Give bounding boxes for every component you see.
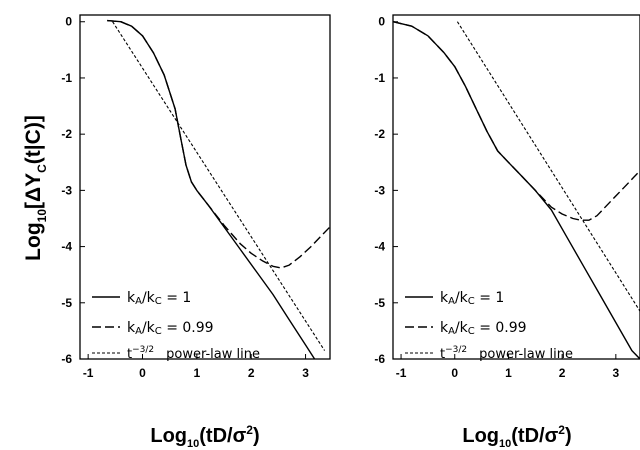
left-y-tick-label: -4 bbox=[61, 240, 72, 254]
right-legend: kA/kC = 1 kA/kC = 0.99 t−3/2 power-law li… bbox=[405, 290, 573, 362]
right-y-tick-label: 0 bbox=[378, 15, 385, 29]
right-x-tick-label: 2 bbox=[559, 366, 566, 380]
left-x-axis-label: Log10(tD/σ2) bbox=[150, 423, 259, 450]
left-y-tick-label: 0 bbox=[65, 15, 72, 29]
left-series-lines bbox=[107, 19, 330, 359]
right-axis-ticks: -1 0 1 2 3 0 -1 -2 -3 -4 -5 -6 bbox=[374, 15, 619, 380]
left-x-tick-label: 3 bbox=[302, 366, 309, 380]
left-y-tick-label: -6 bbox=[61, 352, 72, 366]
right-legend-label-k099: kA/kC = 0.99 bbox=[440, 320, 527, 337]
left-x-tick-label: 0 bbox=[139, 366, 146, 380]
right-legend-label-k1: kA/kC = 1 bbox=[440, 290, 504, 307]
right-x-tick-label: 1 bbox=[505, 366, 512, 380]
right-chart-panel: -1 0 1 2 3 0 -1 -2 -3 -4 -5 -6 kA/kC = 1 kA/kC = 0.… bbox=[374, 14, 640, 380]
left-y-tick-label: -1 bbox=[61, 71, 72, 85]
right-y-tick-label: -5 bbox=[374, 296, 385, 310]
left-axis-ticks: -1 0 1 2 3 0 -1 -2 -3 -4 -5 -6 bbox=[61, 15, 309, 380]
left-y-tick-label: -2 bbox=[61, 127, 72, 141]
right-y-tick-label: -3 bbox=[374, 183, 385, 197]
right-x-tick-label: 0 bbox=[451, 366, 458, 380]
right-y-tick-label: -6 bbox=[374, 352, 385, 366]
right-x-axis-label: Log10(tD/σ2) bbox=[462, 423, 571, 450]
left-x-tick-label: -1 bbox=[83, 366, 94, 380]
right-legend-label-powerlaw: t−3/2 power-law line bbox=[440, 345, 573, 362]
left-y-tick-label: -5 bbox=[61, 296, 72, 310]
left-x-tick-label: 1 bbox=[194, 366, 201, 380]
left-legend-label-powerlaw: t−3/2 power-law line bbox=[127, 345, 260, 362]
right-x-tick-label: 3 bbox=[612, 366, 619, 380]
left-series-dotted-line bbox=[112, 21, 326, 351]
left-x-tick-label: 2 bbox=[248, 366, 255, 380]
left-series-dashed-line bbox=[107, 19, 330, 269]
right-x-tick-label: -1 bbox=[396, 366, 407, 380]
right-series-dashed-line bbox=[393, 21, 640, 221]
right-y-tick-label: -4 bbox=[374, 240, 385, 254]
right-series-solid-line bbox=[393, 21, 640, 359]
right-y-tick-label: -2 bbox=[374, 127, 385, 141]
left-legend: kA/kC = 1 kA/kC = 0.99 t−3/2 power-law li… bbox=[92, 290, 260, 362]
right-y-tick-label: -1 bbox=[374, 71, 385, 85]
left-plot-frame bbox=[79, 14, 331, 360]
y-axis-label: Log10[ΔYC(t|C)] bbox=[22, 115, 49, 261]
right-series-dotted-line bbox=[456, 21, 640, 312]
left-legend-label-k1: kA/kC = 1 bbox=[127, 290, 191, 307]
left-series-solid-line bbox=[107, 19, 316, 359]
right-series-lines bbox=[393, 21, 640, 359]
left-chart-panel: -1 0 1 2 3 0 -1 -2 -3 -4 -5 -6 kA/kC = 1 kA/kC = 0.… bbox=[61, 14, 331, 380]
left-y-tick-label: -3 bbox=[61, 183, 72, 197]
left-legend-label-k099: kA/kC = 0.99 bbox=[127, 320, 214, 337]
right-plot-frame bbox=[392, 14, 640, 360]
